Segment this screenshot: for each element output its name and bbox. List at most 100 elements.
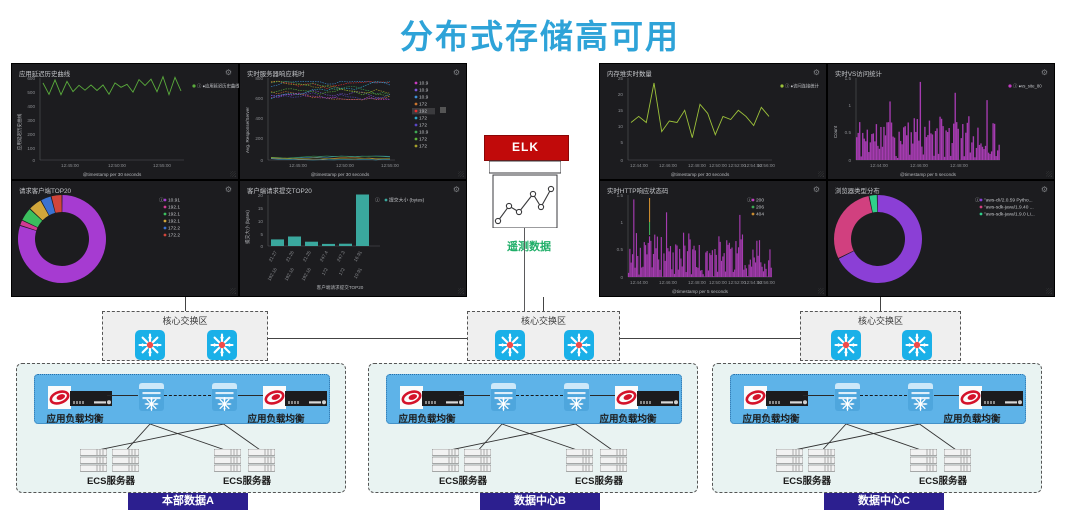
svg-text:提交大小 (bytes): 提交大小 (bytes) [389,197,425,204]
svg-text:12:48:00: 12:48:00 [688,280,706,285]
svg-text:12:45:00: 12:45:00 [61,163,79,168]
svg-text:15: 15 [618,108,624,113]
svg-text:200: 200 [756,198,764,204]
svg-text:172: 172 [419,144,427,150]
svg-text:192.1: 192.1 [168,212,180,218]
svg-text:0.5: 0.5 [845,130,852,135]
svg-text:10: 10 [618,124,624,129]
svg-text:20: 20 [618,92,624,97]
svg-text:10.9: 10.9 [419,88,429,94]
svg-text:@timestamp per 30 seconds: @timestamp per 30 seconds [83,172,142,177]
svg-text:0: 0 [260,244,263,249]
svg-text:10.9: 10.9 [419,81,429,87]
svg-text:ⓘ ●vs_site_80: ⓘ ●vs_site_80 [1013,83,1042,90]
svg-text:172: 172 [419,137,427,143]
svg-text:0: 0 [848,158,851,163]
svg-text:Count: Count [833,125,838,138]
svg-text:0: 0 [32,158,35,163]
svg-text:0.5: 0.5 [617,247,624,252]
svg-text:172: 172 [338,267,346,277]
svg-text:12:50:00: 12:50:00 [108,163,126,168]
svg-text:21.26: 21.26 [285,250,295,263]
svg-text:172: 172 [419,116,427,122]
svg-text:12:46:00: 12:46:00 [659,163,677,168]
svg-text:ⓘ ●访问连接统计: ⓘ ●访问连接统计 [785,83,820,90]
svg-text:600: 600 [255,96,263,101]
svg-text:10.9: 10.9 [419,130,429,136]
svg-text:"aws-sdk-java/1.9.0 Li...: "aws-sdk-java/1.9.0 Li... [984,212,1035,218]
svg-text:172: 172 [419,102,427,108]
svg-text:12:45:00: 12:45:00 [289,163,307,168]
svg-text:1: 1 [620,220,623,225]
svg-text:ⓘ: ⓘ [747,197,752,204]
svg-text:192.1: 192.1 [168,219,180,225]
svg-text:10.91: 10.91 [353,267,363,280]
svg-text:172.2: 172.2 [168,233,180,239]
svg-text:ⓘ: ⓘ [159,197,164,204]
svg-text:300: 300 [27,118,35,123]
svg-text:5: 5 [260,232,263,237]
svg-text:@timestamp per 30 seconds: @timestamp per 30 seconds [311,172,370,177]
svg-text:12:48:00: 12:48:00 [688,163,706,168]
svg-text:192.16: 192.16 [267,267,279,282]
svg-text:172: 172 [419,123,427,129]
svg-text:192.16: 192.16 [301,267,313,282]
svg-text:12:56:00: 12:56:00 [757,280,775,285]
svg-text:247.3: 247.3 [336,250,346,263]
svg-text:客户端请求提交TOP20: 客户端请求提交TOP20 [317,284,364,291]
svg-text:@timestamp per 5 seconds: @timestamp per 5 seconds [900,172,957,177]
svg-text:1: 1 [848,103,851,108]
svg-text:1.5: 1.5 [845,76,852,81]
svg-text:20: 20 [258,193,264,198]
svg-text:12:55:00: 12:55:00 [153,163,171,168]
svg-text:400: 400 [255,116,263,121]
svg-text:提交大小 (bytes): 提交大小 (bytes) [244,210,251,244]
svg-text:12:46:00: 12:46:00 [910,163,928,168]
svg-text:500: 500 [27,90,35,95]
svg-text:10: 10 [258,219,264,224]
svg-text:21.27: 21.27 [268,250,278,263]
svg-text:172: 172 [321,267,329,277]
svg-text:800: 800 [255,76,263,81]
svg-text:192.16: 192.16 [284,267,296,282]
svg-text:12:44:00: 12:44:00 [630,280,648,285]
svg-text:404: 404 [756,212,764,218]
svg-text:247.4: 247.4 [319,250,329,263]
svg-text:0: 0 [620,275,623,280]
svg-text:0: 0 [260,158,263,163]
svg-text:12:55:00: 12:55:00 [381,163,399,168]
svg-text:16.91: 16.91 [353,250,363,263]
svg-text:100: 100 [27,146,35,151]
svg-text:172.2: 172.2 [168,226,180,232]
svg-text:600: 600 [27,76,35,81]
svg-text:400: 400 [27,104,35,109]
svg-text:12:50:00: 12:50:00 [336,163,354,168]
svg-text:15: 15 [258,206,264,211]
svg-text:206: 206 [756,205,764,211]
svg-text:12:56:00: 12:56:00 [757,163,775,168]
svg-text:12:50:00: 12:50:00 [709,163,727,168]
svg-text:192.1: 192.1 [168,205,180,211]
svg-text:12:46:00: 12:46:00 [659,280,677,285]
svg-text:5: 5 [620,140,623,145]
svg-text:"aws-cli/2.0.59 Pytho...: "aws-cli/2.0.59 Pytho... [984,198,1033,204]
svg-text:ⓘ: ⓘ [375,197,380,204]
svg-text:"aws-sdk-java/1.9.40 ...: "aws-sdk-java/1.9.40 ... [984,205,1034,211]
svg-text:Avg. Response/Server: Avg. Response/Server [245,107,250,153]
svg-text:200: 200 [255,136,263,141]
svg-text:10.9: 10.9 [419,95,429,101]
svg-text:应用延迟历史曲线: 应用延迟历史曲线 [16,113,23,150]
svg-text:ⓘ: ⓘ [975,197,980,204]
svg-text:ⓘ ●应用延迟历史曲线: ⓘ ●应用延迟历史曲线 [197,83,240,90]
svg-text:0: 0 [620,158,623,163]
svg-text:12:44:00: 12:44:00 [630,163,648,168]
svg-text:12:48:00: 12:48:00 [950,163,968,168]
svg-text:1.5: 1.5 [617,193,624,198]
svg-text:@timestamp per 30 seconds: @timestamp per 30 seconds [671,172,730,177]
svg-text:12:44:00: 12:44:00 [870,163,888,168]
svg-text:10.91: 10.91 [168,198,180,204]
svg-text:12:50:00: 12:50:00 [709,280,727,285]
svg-text:21.25: 21.25 [302,250,312,263]
svg-text:@timestamp per 5 seconds: @timestamp per 5 seconds [672,289,729,294]
svg-text:200: 200 [27,132,35,137]
